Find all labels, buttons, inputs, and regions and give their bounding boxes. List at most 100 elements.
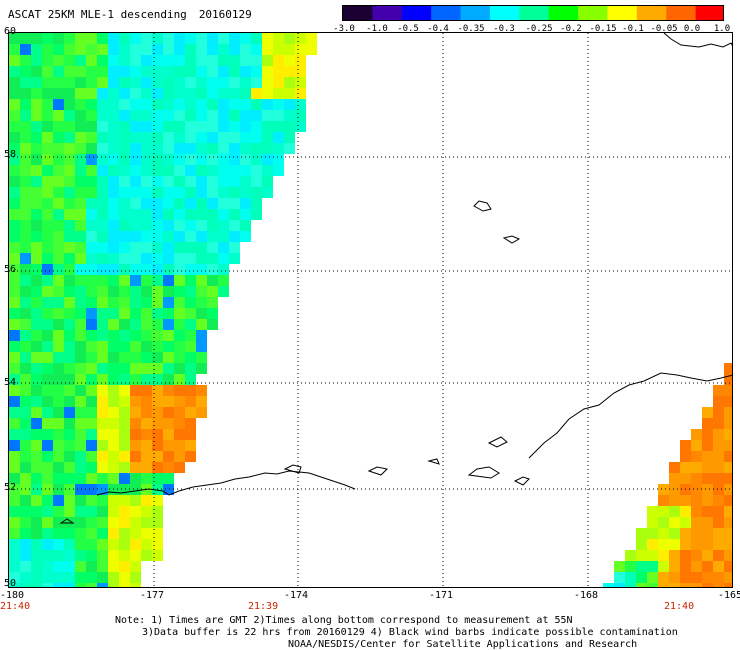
data-cell	[207, 209, 218, 220]
data-cell	[141, 352, 152, 363]
lon-label: -180	[0, 590, 25, 601]
data-cell	[9, 451, 20, 462]
data-cell	[75, 187, 86, 198]
data-cell	[86, 198, 97, 209]
data-cell	[75, 253, 86, 264]
data-cell	[9, 352, 20, 363]
data-cell	[163, 165, 174, 176]
data-cell	[229, 77, 240, 88]
data-cell	[196, 341, 207, 352]
data-cell	[31, 550, 42, 561]
data-cell	[97, 143, 108, 154]
data-cell	[130, 583, 141, 587]
data-cell	[97, 550, 108, 561]
data-cell	[119, 330, 130, 341]
data-cell	[130, 165, 141, 176]
data-cell	[724, 407, 732, 418]
data-cell	[97, 154, 108, 165]
product-date: 20160129	[198, 8, 252, 21]
data-cell	[174, 154, 185, 165]
data-cell	[108, 396, 119, 407]
data-cell	[31, 297, 42, 308]
data-cell	[174, 44, 185, 55]
data-cell	[207, 308, 218, 319]
data-cell	[119, 363, 130, 374]
data-cell	[625, 572, 636, 583]
data-cell	[20, 176, 31, 187]
data-cell	[724, 451, 732, 462]
data-cell	[20, 132, 31, 143]
data-cell	[97, 374, 108, 385]
data-cell	[185, 176, 196, 187]
data-cell	[108, 55, 119, 66]
data-cell	[152, 396, 163, 407]
data-cell	[119, 209, 130, 220]
data-cell	[141, 341, 152, 352]
data-cell	[20, 99, 31, 110]
data-cell	[185, 165, 196, 176]
data-cell	[130, 495, 141, 506]
data-cell	[97, 286, 108, 297]
data-cell	[163, 385, 174, 396]
data-cell	[64, 363, 75, 374]
data-cell	[152, 440, 163, 451]
data-cell	[20, 275, 31, 286]
data-cell	[42, 242, 53, 253]
data-cell	[152, 132, 163, 143]
data-cell	[75, 198, 86, 209]
data-cell	[42, 308, 53, 319]
data-cell	[97, 484, 108, 495]
data-cell	[42, 198, 53, 209]
data-cell	[174, 275, 185, 286]
data-cell	[196, 88, 207, 99]
data-cell	[20, 363, 31, 374]
data-cell	[53, 55, 64, 66]
data-cell	[196, 220, 207, 231]
scale-label: -0.25	[525, 24, 553, 34]
map-canvas	[9, 33, 732, 587]
data-cell	[20, 187, 31, 198]
data-cell	[229, 231, 240, 242]
data-cell	[702, 550, 713, 561]
data-cell	[152, 429, 163, 440]
data-cell	[108, 33, 119, 44]
data-cell	[625, 550, 636, 561]
data-cell	[9, 275, 20, 286]
data-cell	[152, 176, 163, 187]
data-cell	[306, 33, 317, 44]
data-cell	[86, 88, 97, 99]
data-cell	[53, 396, 64, 407]
data-cell	[669, 462, 680, 473]
data-cell	[20, 374, 31, 385]
data-cell	[108, 341, 119, 352]
data-cell	[702, 418, 713, 429]
data-cell	[75, 121, 86, 132]
data-cell	[20, 583, 31, 587]
data-cell	[218, 99, 229, 110]
data-cell	[251, 88, 262, 99]
data-cell	[240, 99, 251, 110]
data-cell	[218, 264, 229, 275]
data-cell	[9, 253, 20, 264]
data-cell	[163, 275, 174, 286]
data-cell	[185, 66, 196, 77]
data-cell	[196, 275, 207, 286]
data-cell	[75, 418, 86, 429]
data-cell	[97, 396, 108, 407]
data-cell	[97, 572, 108, 583]
data-cell	[251, 44, 262, 55]
data-cell	[86, 352, 97, 363]
data-cell	[9, 462, 20, 473]
data-cell	[119, 462, 130, 473]
data-cell	[53, 572, 64, 583]
data-cell	[31, 242, 42, 253]
data-cell	[163, 187, 174, 198]
data-cell	[174, 55, 185, 66]
data-cell	[196, 176, 207, 187]
data-cell	[86, 66, 97, 77]
data-cell	[669, 539, 680, 550]
data-cell	[152, 352, 163, 363]
data-cell	[108, 143, 119, 154]
data-cell	[86, 33, 97, 44]
data-cell	[53, 165, 64, 176]
